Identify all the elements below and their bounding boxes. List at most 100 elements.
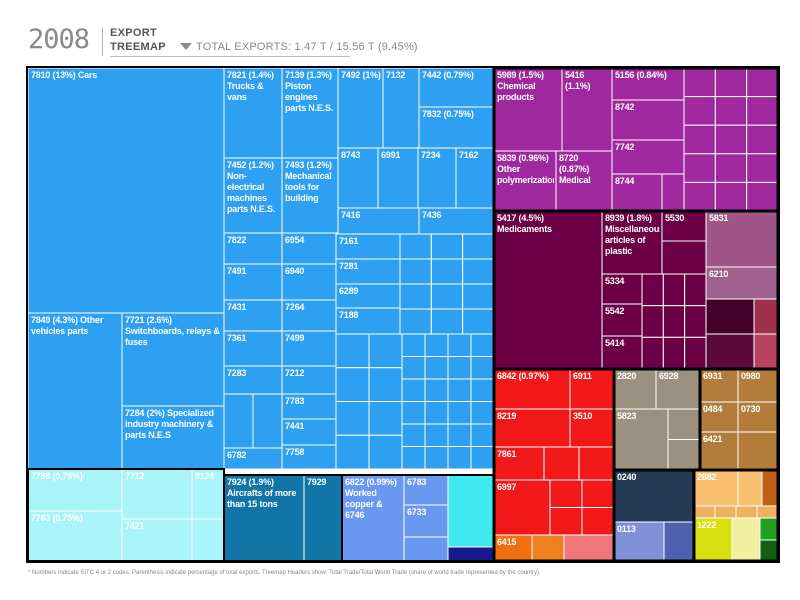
treemap-cell[interactable] (684, 273, 707, 307)
cell-6954[interactable] (281, 232, 337, 265)
treemap-cell[interactable] (714, 505, 737, 519)
cell-8720[interactable] (555, 150, 613, 212)
cell-7452[interactable] (223, 157, 283, 234)
treemap-cell[interactable] (401, 356, 426, 380)
treemap-cell[interactable] (581, 479, 615, 508)
treemap-cell[interactable] (683, 181, 716, 212)
cell-7162[interactable] (455, 147, 495, 209)
treemap-cell[interactable] (447, 546, 495, 562)
treemap-cell[interactable] (252, 393, 283, 449)
treemap-cell[interactable] (335, 401, 370, 436)
treemap-cell[interactable] (549, 507, 583, 536)
treemap-cell[interactable] (578, 446, 615, 481)
cell-7188[interactable] (335, 307, 401, 335)
treemap-cell[interactable] (746, 67, 779, 98)
cell-5414[interactable] (601, 335, 643, 370)
treemap-cell[interactable] (424, 423, 449, 447)
treemap-cell[interactable] (714, 67, 748, 98)
treemap-cell[interactable] (531, 534, 565, 562)
treemap-cell[interactable] (662, 305, 686, 338)
cell-7436[interactable] (418, 207, 495, 235)
cell-8743[interactable] (337, 147, 379, 209)
cell-5823[interactable] (613, 408, 669, 471)
treemap-cell[interactable] (191, 518, 225, 562)
treemap-cell[interactable] (462, 283, 495, 310)
cell-6928[interactable] (655, 368, 701, 410)
treemap-cell[interactable] (401, 446, 426, 470)
treemap-cell[interactable] (581, 507, 615, 536)
treemap-cell[interactable] (462, 258, 495, 285)
treemap-cell[interactable] (368, 367, 403, 402)
treemap-cell[interactable] (735, 505, 758, 519)
cell-6733[interactable] (403, 504, 449, 538)
treemap-cell[interactable] (667, 439, 701, 471)
treemap-cell[interactable] (335, 367, 370, 402)
treemap-cell[interactable] (430, 283, 464, 310)
treemap-cell[interactable] (424, 333, 449, 357)
treemap-cell[interactable] (761, 469, 779, 507)
cell-8219[interactable] (493, 408, 571, 448)
treemap-cell[interactable] (759, 517, 779, 541)
cell-2882[interactable] (693, 469, 739, 507)
treemap-cell[interactable] (641, 273, 664, 307)
cell-7139[interactable] (281, 67, 339, 159)
treemap-cell[interactable] (661, 240, 707, 275)
treemap-cell[interactable] (447, 423, 472, 447)
treemap-cell[interactable] (549, 479, 583, 508)
treemap-cell[interactable] (399, 233, 432, 260)
treemap-cell[interactable] (737, 469, 763, 507)
cell-0484[interactable] (699, 401, 739, 433)
treemap-cell[interactable] (401, 423, 426, 447)
treemap-cell[interactable] (430, 308, 464, 335)
treemap-cell[interactable] (737, 431, 779, 471)
treemap-cell[interactable] (401, 378, 426, 402)
cell-6842[interactable] (493, 368, 571, 410)
treemap-cell[interactable] (746, 96, 779, 126)
treemap-cell[interactable] (470, 401, 495, 425)
treemap-cell[interactable] (401, 333, 426, 357)
cell-7491[interactable] (223, 263, 283, 301)
treemap-cell[interactable] (714, 96, 748, 126)
treemap-cell[interactable] (714, 181, 748, 212)
treemap-cell[interactable] (399, 258, 432, 285)
treemap-cell[interactable] (693, 505, 716, 519)
treemap-cell[interactable] (746, 181, 779, 212)
treemap-cell[interactable] (714, 153, 748, 183)
cell-7442[interactable] (418, 67, 495, 108)
treemap-cell[interactable] (705, 298, 755, 335)
treemap-cell[interactable] (462, 233, 495, 260)
cell-8124[interactable] (191, 468, 225, 520)
treemap-cell[interactable] (399, 283, 432, 310)
treemap-cell[interactable] (430, 258, 464, 285)
cell-7832[interactable] (418, 106, 495, 149)
treemap-cell[interactable] (683, 153, 716, 183)
cell-7763[interactable] (27, 510, 123, 562)
cell-7361[interactable] (223, 330, 283, 367)
treemap-cell[interactable] (430, 233, 464, 260)
treemap-cell[interactable] (462, 308, 495, 335)
treemap-cell[interactable] (470, 356, 495, 380)
treemap-cell[interactable] (563, 534, 615, 562)
treemap-cell[interactable] (470, 333, 495, 357)
treemap-cell[interactable] (759, 539, 779, 562)
treemap-cell[interactable] (368, 401, 403, 436)
treemap-cell[interactable] (684, 305, 707, 338)
cell-7493[interactable] (281, 157, 339, 234)
cell-6911[interactable] (569, 368, 615, 410)
cell-6940[interactable] (281, 263, 337, 301)
cell-7431[interactable] (223, 299, 283, 332)
treemap-cell[interactable] (683, 96, 716, 126)
cell-7742[interactable] (611, 139, 685, 175)
cell-5831[interactable] (705, 210, 779, 268)
treemap-cell[interactable] (667, 408, 701, 440)
treemap-cell[interactable] (447, 333, 472, 357)
cell-8742[interactable] (611, 99, 685, 141)
treemap-cell[interactable] (368, 434, 403, 470)
treemap-cell[interactable] (683, 124, 716, 155)
cell-7499[interactable] (281, 330, 337, 367)
treemap-cell[interactable] (424, 446, 449, 470)
treemap-cell[interactable] (470, 446, 495, 470)
cell-8939[interactable] (601, 210, 663, 275)
cell-7758[interactable] (281, 444, 337, 470)
treemap-cell[interactable] (684, 336, 707, 370)
